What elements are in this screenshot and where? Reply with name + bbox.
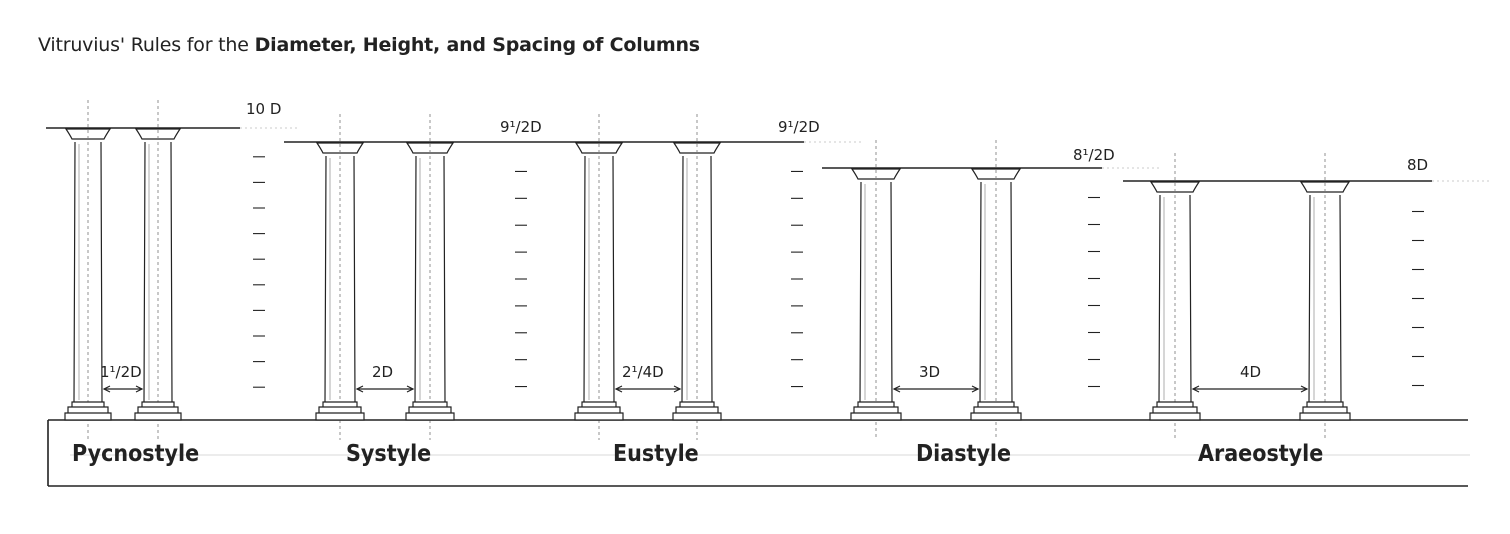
column [1299, 153, 1351, 440]
arrowhead-right [406, 385, 415, 393]
column-capital [970, 168, 1022, 180]
column-base [315, 401, 365, 421]
column-capital [64, 128, 112, 140]
height-label-eustyle: 9¹/2D [778, 118, 820, 136]
height-label-systyle: 9¹/2D [500, 118, 542, 136]
arrowhead-left [102, 385, 111, 393]
column-shaft [414, 155, 446, 403]
column-base [672, 401, 722, 421]
column [1149, 153, 1201, 440]
style-name-araeostyle: Araeostyle [1198, 441, 1323, 467]
spacing-label-systyle: 2D [372, 363, 393, 381]
spacing-label-pycnostyle: 1¹/2D [100, 363, 142, 381]
column-group-araeostyle [1123, 153, 1492, 440]
column-base [1299, 401, 1351, 421]
style-name-systyle: Systyle [346, 441, 431, 467]
column [574, 114, 624, 440]
column-group-diastyle [822, 140, 1162, 440]
column-shaft [324, 155, 356, 403]
arrowhead-left [614, 385, 623, 393]
column-base [574, 401, 624, 421]
column-group-systyle [284, 114, 608, 440]
height-label-araeostyle: 8D [1407, 156, 1428, 174]
column [64, 100, 112, 440]
column [850, 140, 902, 440]
title-prefix: Vitruvius' Rules for the [38, 34, 255, 56]
column-capital [1299, 181, 1351, 193]
column-capital [574, 142, 624, 154]
style-name-eustyle: Eustyle [613, 441, 699, 467]
column-capital [134, 128, 182, 140]
spacing-label-diastyle: 3D [919, 363, 940, 381]
base-plinth [47, 419, 1470, 487]
column-shaft [979, 181, 1013, 403]
column-base [405, 401, 455, 421]
column-shaft [583, 155, 615, 403]
column-capital [672, 142, 722, 154]
column-shaft [143, 141, 173, 403]
column-capital [850, 168, 902, 180]
style-name-diastyle: Diastyle [916, 441, 1011, 467]
column-base [1149, 401, 1201, 421]
column [672, 114, 722, 440]
columns-layer [46, 100, 1492, 440]
height-label-pycnostyle: 10 D [246, 100, 281, 118]
column-shaft [859, 181, 893, 403]
arrowhead-right [673, 385, 682, 393]
column [315, 114, 365, 440]
spacing-label-eustyle: 2¹/4D [622, 363, 664, 381]
arrowhead-left [1191, 385, 1200, 393]
height-label-diastyle: 8¹/2D [1073, 146, 1115, 164]
title-bold: Diameter, Height, and Spacing of Columns [254, 34, 701, 56]
column-shaft [681, 155, 713, 403]
arrowhead-right [1300, 385, 1309, 393]
arrowhead-right [971, 385, 980, 393]
spacing-label-araeostyle: 4D [1240, 363, 1261, 381]
column-base [970, 401, 1022, 421]
column-capital [1149, 181, 1201, 193]
arrowhead-left [892, 385, 901, 393]
column-capital [405, 142, 455, 154]
column-base [134, 401, 182, 421]
column-base [850, 401, 902, 421]
column-capital [315, 142, 365, 154]
column-shaft [1158, 194, 1192, 403]
column [405, 114, 455, 440]
column-group-eustyle [548, 114, 864, 440]
column-shaft [1308, 194, 1342, 403]
arrowhead-left [355, 385, 364, 393]
column-base [64, 401, 112, 421]
column-group-pycnostyle [46, 100, 300, 440]
column [134, 100, 182, 440]
style-name-pycnostyle: Pycnostyle [72, 441, 199, 467]
column-shaft [73, 141, 103, 403]
arrowhead-right [135, 385, 144, 393]
diagram-title: Vitruvius' Rules for the Diameter, Heigh… [38, 34, 700, 56]
column [970, 140, 1022, 440]
